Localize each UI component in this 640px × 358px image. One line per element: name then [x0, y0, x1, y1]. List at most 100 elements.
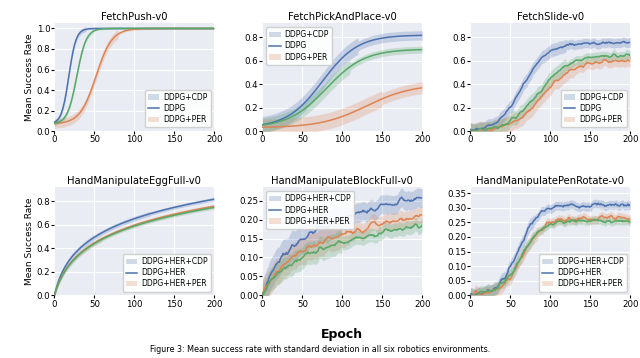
- DDPG+PER: [118, 26, 125, 30]
- DDPG+CDP: [419, 33, 426, 38]
- DDPG+HER+PER: [326, 245, 333, 249]
- DDPG+HER: [109, 231, 116, 236]
- Title: HandManipulateEggFull-v0: HandManipulateEggFull-v0: [67, 176, 202, 186]
- DDPG+HER: [259, 290, 267, 294]
- DDPG+PER: [197, 26, 205, 30]
- DDPG+HER: [137, 221, 145, 225]
- DDPG+HER+CDP: [467, 292, 474, 296]
- Line: DDPG+CDP: DDPG+CDP: [470, 42, 630, 131]
- DDPG: [109, 37, 116, 41]
- DDPG+HER+PER: [137, 222, 145, 226]
- DDPG+PER: [326, 83, 333, 87]
- DDPG+CDP: [345, 50, 353, 54]
- DDPG+CDP: [51, 120, 59, 124]
- DDPG+HER+CDP: [595, 201, 602, 205]
- DDPG+CDP: [51, 120, 58, 124]
- Title: FetchSlide-v0: FetchSlide-v0: [517, 12, 584, 22]
- DDPG+HER: [211, 204, 218, 208]
- DDPG+PER: [65, 107, 73, 111]
- DDPG: [627, 59, 634, 63]
- DDPG+HER+CDP: [419, 196, 426, 200]
- DDPG: [259, 125, 267, 129]
- DDPG+CDP: [118, 26, 125, 30]
- DDPG+PER: [419, 48, 426, 52]
- DDPG: [326, 118, 333, 123]
- Line: DDPG+HER+PER: DDPG+HER+PER: [262, 224, 422, 295]
- DDPG: [211, 26, 218, 30]
- DDPG+HER+CDP: [109, 225, 116, 229]
- DDPG+HER: [482, 291, 490, 295]
- DDPG+PER: [405, 48, 413, 52]
- DDPG+HER: [197, 207, 205, 211]
- DDPG+HER: [554, 218, 561, 222]
- DDPG+CDP: [259, 122, 266, 127]
- Line: DDPG: DDPG: [54, 28, 214, 124]
- DDPG: [51, 121, 58, 126]
- DDPG+HER+PER: [259, 292, 267, 296]
- DDPG+CDP: [534, 60, 542, 64]
- DDPG+HER+PER: [51, 293, 58, 297]
- DDPG+CDP: [197, 26, 205, 30]
- DDPG+CDP: [467, 128, 475, 132]
- DDPG: [601, 57, 609, 62]
- DDPG+HER+CDP: [118, 221, 125, 226]
- Legend: DDPG+CDP, DDPG, DDPG+PER: DDPG+CDP, DDPG, DDPG+PER: [266, 27, 332, 65]
- DDPG+HER: [65, 263, 73, 267]
- DDPG+HER+PER: [534, 229, 542, 234]
- DDPG+PER: [109, 26, 116, 30]
- DDPG+HER+PER: [273, 272, 281, 277]
- DDPG+HER+CDP: [345, 213, 353, 218]
- DDPG+HER: [51, 293, 58, 297]
- Line: DDPG+HER+CDP: DDPG+HER+CDP: [54, 199, 214, 295]
- DDPG+HER: [326, 235, 333, 240]
- DDPG+HER: [467, 293, 474, 297]
- DDPG+HER: [525, 241, 533, 246]
- DDPG: [317, 120, 324, 125]
- DDPG: [467, 129, 475, 133]
- DDPG: [259, 125, 266, 129]
- DDPG+PER: [259, 123, 266, 127]
- DDPG+HER+PER: [525, 241, 533, 246]
- Y-axis label: Mean Success Rate: Mean Success Rate: [25, 198, 34, 285]
- DDPG+HER+PER: [554, 219, 561, 223]
- Line: DDPG+HER+CDP: DDPG+HER+CDP: [262, 197, 422, 295]
- DDPG+HER: [259, 292, 266, 296]
- DDPG+HER+CDP: [406, 199, 413, 203]
- Title: FetchPickAndPlace-v0: FetchPickAndPlace-v0: [288, 12, 397, 22]
- DDPG+HER: [534, 230, 542, 234]
- DDPG+CDP: [620, 39, 628, 44]
- DDPG+PER: [51, 121, 59, 125]
- DDPG+PER: [51, 121, 58, 125]
- DDPG: [137, 26, 145, 31]
- Legend: DDPG+HER+CDP, DDPG+HER, DDPG+HER+PER: DDPG+HER+CDP, DDPG+HER, DDPG+HER+PER: [266, 191, 354, 229]
- DDPG+HER: [614, 214, 622, 219]
- DDPG+HER: [317, 240, 324, 245]
- DDPG+HER+PER: [345, 240, 353, 244]
- DDPG+HER+PER: [412, 222, 419, 226]
- Text: Epoch: Epoch: [321, 328, 364, 341]
- DDPG: [51, 121, 59, 126]
- DDPG+CDP: [405, 34, 413, 38]
- Line: DDPG+CDP: DDPG+CDP: [262, 35, 422, 125]
- DDPG+HER+CDP: [317, 225, 324, 229]
- DDPG+CDP: [259, 122, 267, 127]
- DDPG+HER+CDP: [65, 259, 73, 263]
- DDPG+HER: [419, 212, 426, 217]
- DDPG+PER: [470, 129, 478, 133]
- DDPG+HER+PER: [627, 219, 634, 224]
- DDPG+HER+PER: [419, 222, 426, 227]
- DDPG+PER: [627, 53, 634, 58]
- DDPG+PER: [467, 128, 475, 132]
- Title: FetchPush-v0: FetchPush-v0: [101, 12, 168, 22]
- DDPG: [273, 125, 281, 129]
- Legend: DDPG+CDP, DDPG, DDPG+PER: DDPG+CDP, DDPG, DDPG+PER: [145, 90, 211, 127]
- DDPG+PER: [317, 92, 324, 96]
- Line: DDPG: DDPG: [262, 88, 422, 127]
- Text: Figure 3: Mean success rate with standard deviation in all six robotics environm: Figure 3: Mean success rate with standar…: [150, 345, 490, 354]
- DDPG+PER: [273, 120, 281, 125]
- DDPG+HER+PER: [197, 208, 205, 212]
- DDPG+HER+PER: [317, 246, 324, 250]
- DDPG+HER+PER: [109, 232, 116, 236]
- DDPG+HER+PER: [65, 263, 73, 268]
- DDPG+HER+CDP: [326, 224, 333, 228]
